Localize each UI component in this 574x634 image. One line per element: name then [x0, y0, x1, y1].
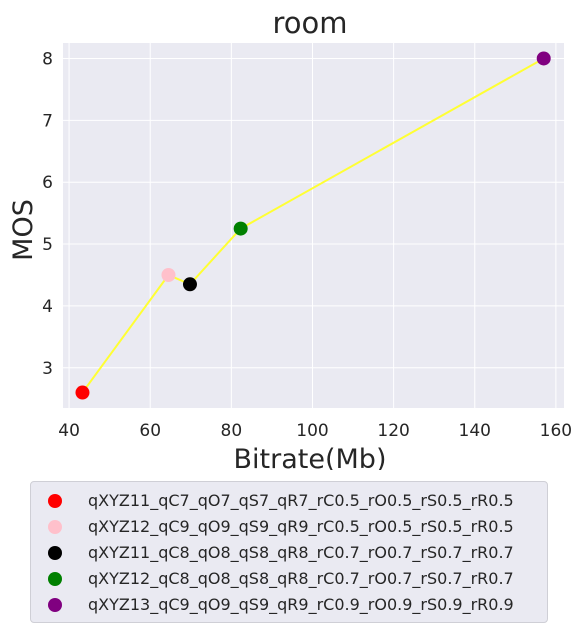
- y-axis-label: MOS: [8, 199, 39, 261]
- y-tick-label: 8: [42, 49, 53, 69]
- x-tick-label: 160: [540, 421, 572, 441]
- legend-marker: [48, 572, 62, 586]
- x-tick-labels: 40 60 80 100 120 140 160: [58, 421, 572, 441]
- plot-background: [63, 43, 564, 408]
- legend-marker: [48, 494, 62, 508]
- legend-item: qXYZ12_qC9_qO9_qS9_qR9_rC0.5_rO0.5_rS0.5…: [31, 514, 547, 540]
- y-tick-labels: 3 4 5 6 7 8: [42, 49, 53, 378]
- data-points: [75, 51, 551, 400]
- y-tick-label: 3: [42, 359, 53, 379]
- legend-item: qXYZ12_qC8_qO8_qS8_qR8_rC0.7_rO0.7_rS0.7…: [31, 566, 547, 592]
- data-point: [161, 267, 176, 282]
- x-tick-label: 80: [221, 421, 243, 441]
- legend-label: qXYZ11_qC7_qO7_qS7_qR7_rC0.5_rO0.5_rS0.5…: [88, 491, 514, 510]
- legend-item: qXYZ11_qC7_qO7_qS7_qR7_rC0.5_rO0.5_rS0.5…: [31, 488, 547, 514]
- legend-marker: [48, 598, 62, 612]
- data-point: [182, 277, 197, 292]
- data-point: [75, 385, 90, 400]
- x-tick-label: 140: [459, 421, 491, 441]
- data-point: [536, 51, 551, 66]
- y-tick-label: 5: [42, 235, 53, 255]
- grid: [63, 43, 564, 408]
- x-axis-label: Bitrate(Mb): [234, 444, 387, 470]
- legend-item: qXYZ11_qC8_qO8_qS8_qR8_rC0.7_rO0.7_rS0.7…: [31, 540, 547, 566]
- y-tick-label: 7: [42, 111, 53, 131]
- legend-label: qXYZ12_qC8_qO8_qS8_qR8_rC0.7_rO0.7_rS0.7…: [88, 569, 514, 588]
- chart: 40 60 80 100 120 140 160 3 4 5 6 7 8 room Bitrate(M…: [8, 6, 572, 470]
- legend: qXYZ11_qC7_qO7_qS7_qR7_rC0.5_rO0.5_rS0.5…: [30, 481, 548, 623]
- x-tick-label: 60: [139, 421, 161, 441]
- x-tick-label: 100: [296, 421, 328, 441]
- legend-item: qXYZ13_qC9_qO9_qS9_qR9_rC0.9_rO0.9_rS0.9…: [31, 592, 547, 618]
- legend-marker: [48, 546, 62, 560]
- y-tick-label: 4: [42, 297, 53, 317]
- legend-marker: [48, 520, 62, 534]
- chart-title: room: [272, 6, 347, 40]
- x-tick-label: 40: [58, 421, 80, 441]
- legend-label: qXYZ13_qC9_qO9_qS9_qR9_rC0.9_rO0.9_rS0.9…: [88, 595, 514, 614]
- y-tick-label: 6: [42, 173, 53, 193]
- x-tick-label: 120: [377, 421, 409, 441]
- data-point: [233, 221, 248, 236]
- legend-label: qXYZ12_qC9_qO9_qS9_qR9_rC0.5_rO0.5_rS0.5…: [88, 517, 514, 536]
- legend-label: qXYZ11_qC8_qO8_qS8_qR8_rC0.7_rO0.7_rS0.7…: [88, 543, 514, 562]
